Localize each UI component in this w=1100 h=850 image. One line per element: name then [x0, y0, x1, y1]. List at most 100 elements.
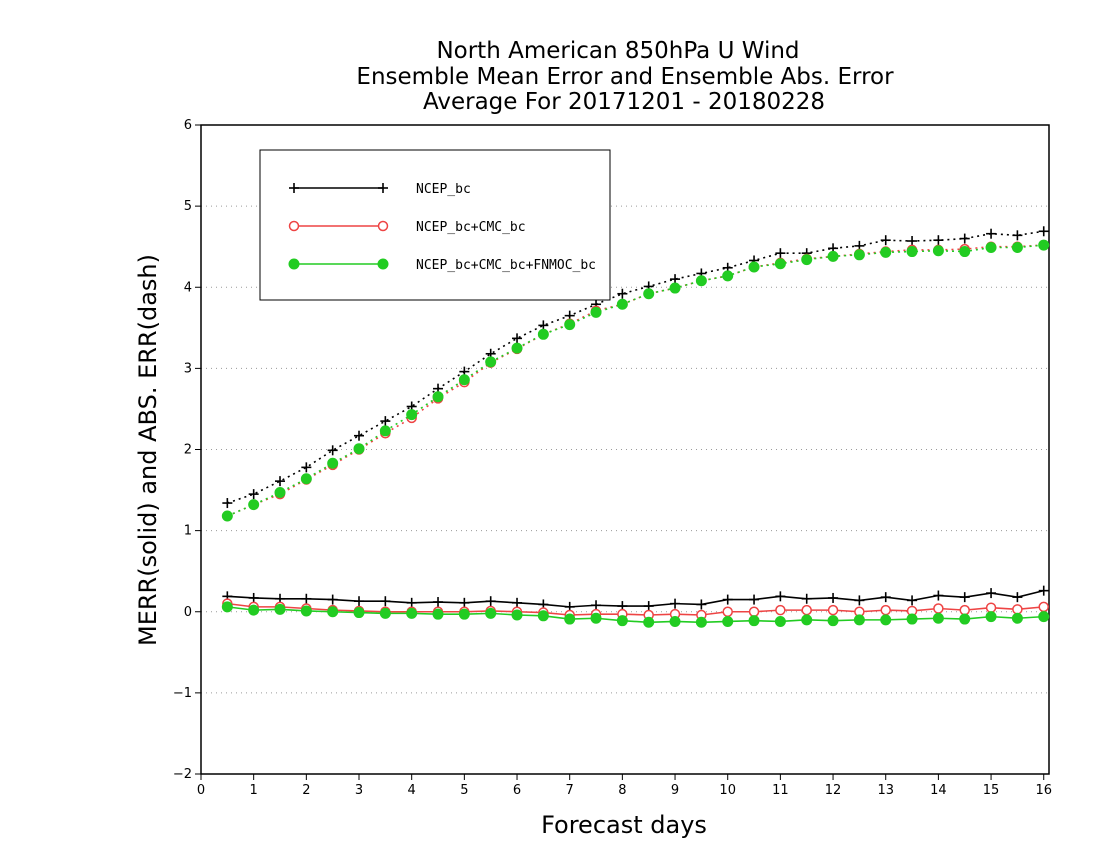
series-1-merr-point: [643, 601, 654, 612]
series-3-merr-point: [827, 615, 839, 627]
series-3-abs-err-point: [774, 258, 786, 270]
series-3-merr-point: [616, 615, 628, 627]
series-3-merr-point: [853, 614, 865, 626]
legend: NCEP_bc NCEP_bc+CMC_bc NCEP_bc+CMC_bc+FNMO…: [259, 149, 611, 301]
y-tick-label: 2: [184, 443, 192, 458]
x-tick-label: 8: [618, 783, 626, 798]
series-3-abs-err-point: [985, 241, 997, 253]
series-3-abs-err-point: [827, 250, 839, 262]
series-3-merr-point: [221, 601, 233, 613]
series-3-abs-err-point: [853, 249, 865, 261]
y-tick-label: 1: [184, 524, 192, 539]
y-tick-label: 4: [184, 280, 192, 295]
series-3-abs-err-point: [801, 254, 813, 266]
series-3-merr-point: [643, 616, 655, 628]
series-3-abs-err-point: [932, 245, 944, 257]
series-3-merr-point: [722, 615, 734, 627]
series-3-abs-err-point: [590, 306, 602, 318]
series-2-merr-point: [1038, 601, 1049, 613]
legend-label: NCEP_bc+CMC_bc+FNMOC_bc: [416, 258, 596, 273]
series-1-merr-point: [986, 588, 997, 599]
series-1-merr-point: [854, 595, 865, 606]
series-3-merr-point: [932, 612, 944, 624]
series-3-merr-point: [511, 609, 523, 621]
x-tick-label: 3: [355, 783, 363, 798]
series-1-abs-err-point: [880, 235, 891, 246]
series-3-abs-err-point: [669, 282, 681, 294]
series-3-abs-err-point: [1011, 241, 1023, 253]
series-3-abs-err-point: [906, 246, 918, 258]
series-3-merr-point: [801, 614, 813, 626]
y-tick-label: 5: [184, 199, 192, 214]
y-tick-label: −1: [173, 686, 192, 701]
series-2-merr-point: [775, 604, 786, 616]
series-3-abs-err-point: [616, 298, 628, 310]
series-3-merr-point: [300, 605, 312, 617]
series-1-abs-err-point: [617, 288, 628, 299]
series-3-abs-err-point: [511, 342, 523, 354]
x-tick-label: 12: [825, 783, 842, 798]
series-3-merr-point: [985, 611, 997, 623]
y-tick-label: 6: [184, 118, 192, 133]
series-2-merr-point: [827, 604, 839, 616]
series-1-merr-point: [880, 592, 891, 603]
legend-marker: [377, 220, 389, 232]
series-1-merr-point: [459, 597, 470, 608]
series-3-merr-point: [274, 603, 286, 615]
series-1-abs-err-point: [907, 236, 918, 247]
series-1-merr-point: [722, 594, 733, 605]
series-3-merr-point: [590, 612, 602, 624]
series-3-abs-err-point: [274, 486, 286, 498]
series-2-merr-point: [933, 603, 944, 614]
series-1-abs-err-point: [775, 248, 786, 259]
series-3-abs-err-point: [248, 499, 260, 511]
legend-marker: [378, 183, 388, 193]
chart-title: North American 850hPa U Wind Ensemble Me…: [356, 38, 894, 115]
y-tick-label: −2: [173, 767, 192, 782]
series-1-abs-err-line: [227, 230, 1044, 504]
legend-entries: NCEP_bc NCEP_bc+CMC_bc NCEP_bc+CMC_bc+FNMO…: [288, 182, 596, 273]
y-tick-label: 0: [184, 605, 192, 620]
series-3-abs-err-point: [722, 270, 734, 282]
series-3-merr-point: [774, 615, 786, 627]
series-3-abs-err-point: [880, 246, 892, 258]
legend-label: NCEP_bc: [416, 182, 471, 197]
series-1-merr-point: [591, 600, 602, 611]
series-1-merr-point: [485, 596, 496, 607]
series-1-merr-point: [327, 594, 338, 605]
series-1-merr-point: [749, 594, 760, 605]
series-3-abs-err-point: [959, 246, 971, 258]
legend-marker: [288, 220, 300, 232]
series-3-merr-point: [432, 608, 444, 620]
series-1-abs-err-point: [538, 320, 549, 331]
series-3-merr-point: [880, 614, 892, 626]
legend-label: NCEP_bc+CMC_bc: [416, 220, 526, 235]
series-2-merr-point: [985, 602, 997, 613]
legend-box: [259, 149, 611, 301]
x-tick-label: 16: [1035, 783, 1052, 798]
series-3-abs-err-point: [695, 275, 707, 287]
series-1-merr-point: [1012, 592, 1023, 603]
series-3-merr-point: [458, 608, 470, 620]
series-3-abs-err-point: [221, 510, 233, 522]
series-1-abs-err-point: [275, 476, 286, 487]
series-3-merr-point: [327, 606, 339, 618]
series-2-merr-point: [959, 604, 970, 616]
series-3-merr-point: [564, 613, 576, 625]
series-1-merr-point: [406, 597, 417, 608]
series-1-merr-point: [933, 590, 944, 601]
x-tick-label: 1: [250, 783, 258, 798]
series-1-merr-line: [227, 589, 1044, 608]
series-2-merr-point: [722, 606, 733, 617]
series-3-merr-point: [748, 615, 760, 627]
x-tick-label: 2: [302, 783, 310, 798]
series-3-merr-point: [1011, 612, 1023, 624]
x-tick-label: 6: [513, 783, 521, 798]
series-1-merr-point: [828, 592, 839, 603]
series-1-abs-err-point: [248, 489, 259, 500]
legend-marker: [289, 183, 299, 193]
series-1-merr-point: [354, 596, 365, 607]
series-1-abs-err-point: [986, 228, 997, 239]
series-3-abs-err-point: [379, 425, 391, 437]
